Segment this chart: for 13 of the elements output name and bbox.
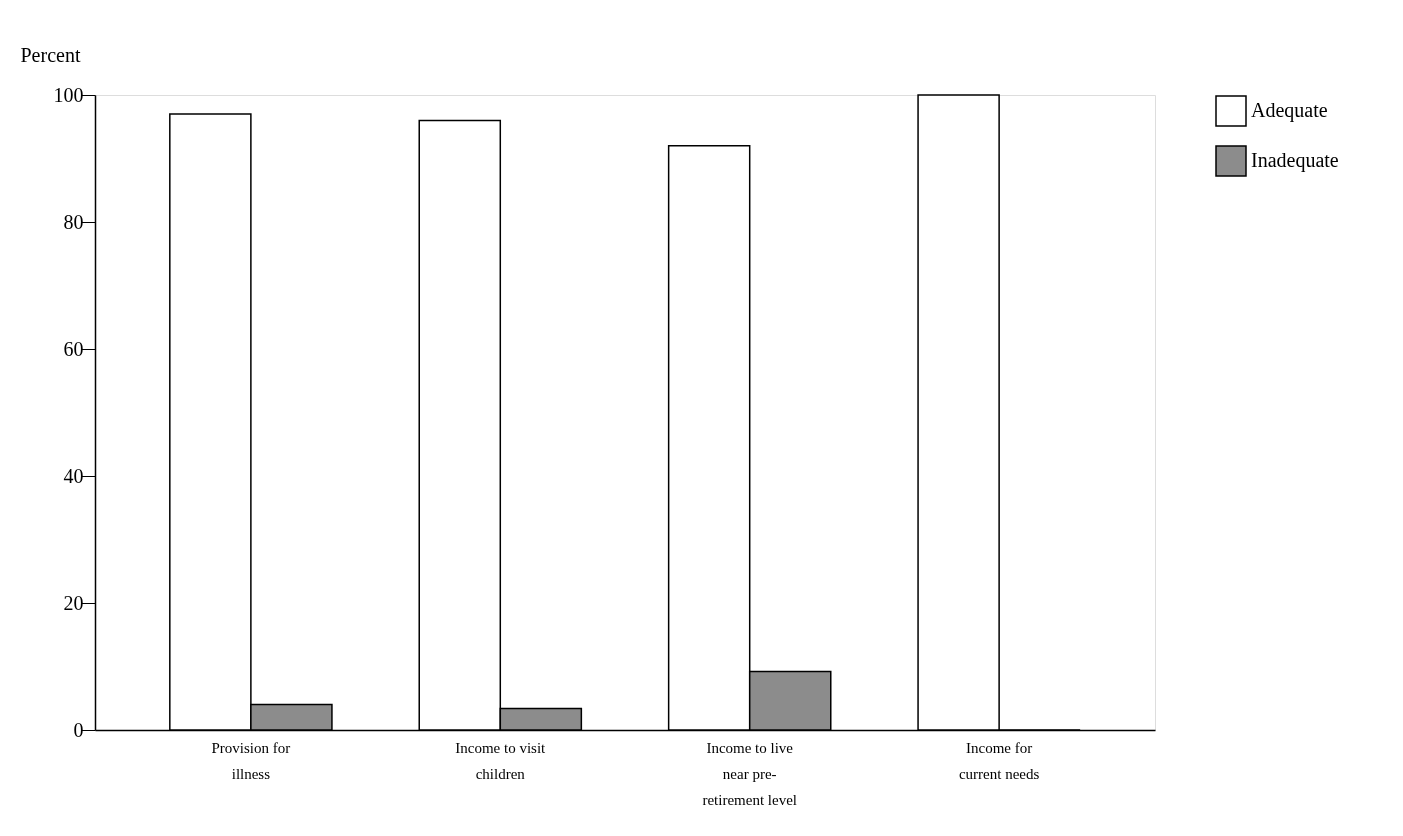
y-axis-title: Percent	[20, 43, 81, 66]
legend-label: Adequate	[1251, 99, 1328, 122]
y-tick-label: 20	[63, 591, 84, 614]
legend-label: Inadequate	[1251, 149, 1339, 172]
x-tick-label: Provision for illness	[211, 739, 291, 782]
x-tick-label: Income for current needs	[958, 739, 1040, 782]
y-tick-label: 60	[63, 337, 84, 360]
x-tick-label: Income to live near pre-retirement level	[702, 739, 797, 808]
x-tick-label: Income to visit children	[455, 739, 547, 782]
y-tick-label: 40	[63, 464, 84, 487]
y-tick-label: 80	[63, 210, 84, 233]
y-tick-label: 100	[53, 83, 84, 106]
y-tick-label: 0	[73, 718, 84, 741]
